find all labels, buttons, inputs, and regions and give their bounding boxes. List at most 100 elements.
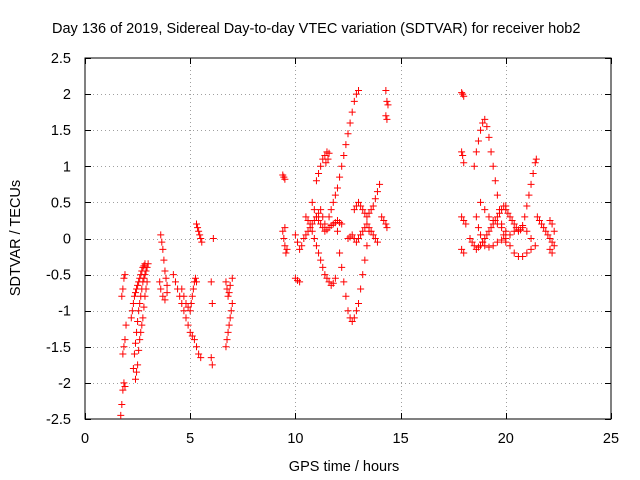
data-point	[376, 180, 384, 188]
data-point	[225, 321, 233, 329]
data-point	[460, 92, 468, 100]
data-point	[527, 245, 535, 253]
data-point	[131, 375, 139, 383]
data-point	[121, 271, 129, 279]
data-point	[197, 235, 205, 242]
data-point	[308, 227, 316, 235]
y-tick-label: -2	[58, 376, 71, 392]
data-point	[171, 278, 179, 286]
data-point	[180, 307, 188, 315]
data-point	[141, 292, 149, 300]
x-tick-label: 20	[498, 431, 514, 447]
data-point	[120, 379, 128, 387]
data-point	[308, 198, 316, 206]
data-point	[324, 155, 332, 163]
chart-title: Day 136 of 2019, Sidereal Day-to-day VTE…	[52, 21, 580, 37]
data-point	[495, 206, 503, 214]
data-point	[489, 242, 497, 250]
data-point	[188, 332, 196, 340]
data-point	[468, 238, 476, 246]
y-tick-label: -1	[58, 304, 71, 320]
data-point	[319, 263, 327, 271]
y-tick-labels: -2.5 -2 -1.5 -1 -0.5 0 0.5 1 1.5 2 2.5	[46, 51, 71, 428]
data-point	[120, 343, 128, 351]
data-point	[184, 303, 192, 311]
series-arc-z	[533, 213, 558, 257]
data-point	[159, 292, 167, 300]
data-point	[135, 346, 143, 354]
data-point	[188, 292, 196, 300]
data-point	[291, 231, 299, 239]
data-point	[315, 170, 323, 178]
data-point	[137, 328, 145, 336]
data-point	[224, 292, 232, 300]
data-point	[519, 253, 527, 261]
data-point	[312, 242, 320, 250]
data-point	[352, 238, 360, 246]
data-points	[117, 86, 558, 419]
data-point	[384, 101, 392, 109]
data-point	[184, 321, 192, 329]
data-point	[532, 155, 540, 163]
data-point	[481, 206, 489, 214]
data-point	[338, 220, 346, 228]
data-point	[207, 278, 215, 286]
data-point	[207, 354, 215, 362]
data-point	[226, 281, 234, 289]
data-point	[535, 216, 543, 224]
data-point	[194, 224, 202, 232]
data-point	[136, 274, 144, 282]
data-point	[223, 336, 231, 344]
x-tick-label: 25	[603, 431, 619, 447]
data-point	[338, 162, 346, 170]
data-point	[550, 227, 558, 235]
data-point	[134, 318, 142, 326]
data-point	[222, 343, 230, 351]
data-point	[531, 159, 539, 167]
series-arc-f	[169, 271, 205, 362]
data-point	[477, 126, 485, 134]
data-point	[319, 224, 327, 232]
data-point	[363, 242, 371, 250]
data-point	[281, 224, 289, 232]
data-point	[350, 206, 358, 214]
data-point	[548, 238, 556, 246]
data-point	[459, 151, 467, 159]
data-point	[228, 299, 236, 307]
data-point	[350, 97, 358, 105]
data-point	[134, 281, 142, 289]
data-point	[523, 249, 531, 257]
data-point	[340, 151, 348, 159]
data-point	[131, 339, 139, 347]
data-point	[462, 220, 470, 228]
data-point	[120, 274, 128, 282]
data-point	[371, 195, 379, 203]
series-arc-g	[178, 274, 201, 315]
data-point	[380, 216, 388, 224]
data-point	[548, 249, 556, 257]
series-arc-v	[470, 115, 510, 246]
data-point	[193, 220, 201, 228]
y-tick-label: 2	[63, 87, 71, 103]
data-point	[502, 227, 510, 235]
series-arc-i	[222, 274, 236, 351]
data-point	[342, 141, 350, 149]
data-point	[138, 321, 146, 329]
data-point	[466, 235, 474, 242]
data-point	[546, 245, 554, 253]
data-point	[546, 235, 554, 242]
data-point	[493, 213, 501, 221]
data-point	[355, 235, 363, 242]
data-point	[336, 249, 344, 257]
data-point	[485, 133, 493, 141]
data-point	[331, 191, 339, 199]
data-point	[355, 299, 363, 307]
data-point	[209, 235, 217, 242]
data-point	[506, 242, 514, 250]
data-point	[531, 242, 539, 250]
series-arc-t	[458, 89, 470, 257]
data-point	[323, 274, 331, 282]
data-point	[294, 238, 302, 246]
data-point	[139, 314, 147, 322]
data-point	[359, 271, 367, 279]
